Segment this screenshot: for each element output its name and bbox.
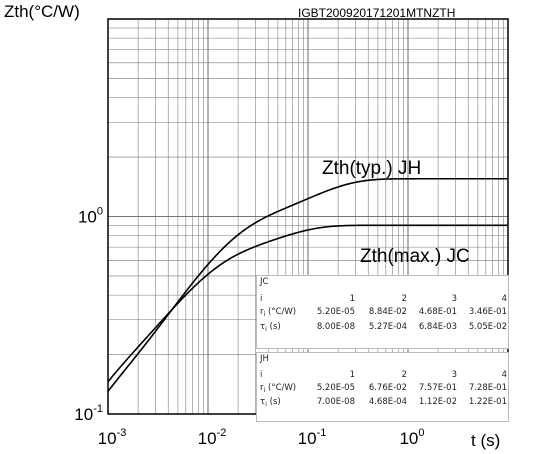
rc-table-jc-title: JC	[260, 277, 269, 287]
table-cell: 4	[501, 294, 507, 304]
table-cell: 7.28E-01	[468, 383, 507, 393]
curve-label-typ-jh: Zth(typ.) JH	[322, 158, 421, 179]
x-axis-label: t (s)	[471, 431, 500, 450]
row-label-i: i	[260, 294, 263, 304]
table-cell: 5.05E-02	[468, 322, 507, 332]
table-cell: 6.76E-02	[368, 383, 407, 393]
table-cell: 5.20E-05	[316, 383, 355, 393]
table-cell: 7.00E-08	[316, 397, 355, 407]
row-label-r: ri (°C/W)	[260, 383, 297, 394]
y-tick-label: 10-1	[74, 403, 103, 424]
row-label-r: ri (°C/W)	[260, 307, 297, 318]
rc-table-jc-tau-row: τi (s) 8.00E-08 5.27E-04 6.84E-03 5.05E-…	[257, 322, 508, 335]
table-cell: 2	[401, 370, 407, 380]
curve-zth-max-jc	[108, 224, 508, 383]
table-cell: 7.57E-01	[418, 383, 457, 393]
figure-code: IGBT200920171201MTNZTH	[298, 6, 455, 20]
table-cell: 6.84E-03	[418, 322, 457, 332]
table-cell: 3	[451, 294, 457, 304]
table-cell: 5.27E-04	[368, 322, 407, 332]
rc-table-jh-tau-row: τi (s) 7.00E-08 4.68E-04 1.12E-02 1.22E-…	[257, 397, 508, 410]
table-cell: 8.84E-02	[368, 307, 407, 317]
y-tick-label: 100	[78, 206, 103, 227]
row-label-tau: τi (s)	[260, 397, 281, 408]
table-cell: 4	[501, 370, 507, 380]
table-cell: 1	[349, 294, 355, 304]
rc-table-jh-title: JH	[260, 354, 269, 364]
row-label-tau: τi (s)	[260, 322, 281, 333]
table-cell: 3.46E-01	[468, 307, 507, 317]
x-tick-label: 10-1	[298, 427, 327, 448]
rc-table-jc-index-row: i 1 2 3 4	[257, 294, 508, 307]
table-cell: 1.22E-01	[468, 397, 507, 407]
x-tick-label: 100	[399, 427, 424, 448]
row-label-i: i	[260, 370, 263, 380]
rc-table-jh-r-row: ri (°C/W) 5.20E-05 6.76E-02 7.57E-01 7.2…	[257, 383, 508, 396]
x-tick-label: 10-2	[198, 427, 227, 448]
table-cell: 4.68E-01	[418, 307, 457, 317]
table-cell: 1.12E-02	[418, 397, 457, 407]
rc-table-jc-r-row: ri (°C/W) 5.20E-05 8.84E-02 4.68E-01 3.4…	[257, 307, 508, 320]
table-cell: 3	[451, 370, 457, 380]
curve-label-max-jc: Zth(max.) JC	[360, 246, 470, 267]
x-tick-label: 10-3	[98, 427, 127, 448]
rc-table-jh: JH i 1 2 3 4 ri (°C/W) 5.20E-05 6.76E-02…	[256, 352, 509, 422]
rc-table-jc: JC i 1 2 3 4 ri (°C/W) 5.20E-05 8.84E-02…	[256, 275, 509, 349]
table-cell: 8.00E-08	[316, 322, 355, 332]
table-cell: 1	[349, 370, 355, 380]
tick-labels: 10-3 10-2 10-1 100 10-1 100	[74, 206, 424, 449]
table-cell: 2	[401, 294, 407, 304]
table-cell: 5.20E-05	[316, 307, 355, 317]
table-cell: 4.68E-04	[368, 397, 407, 407]
y-axis-label: Zth(°C/W)	[4, 2, 80, 21]
rc-table-jh-index-row: i 1 2 3 4	[257, 370, 508, 383]
curves	[108, 177, 508, 392]
